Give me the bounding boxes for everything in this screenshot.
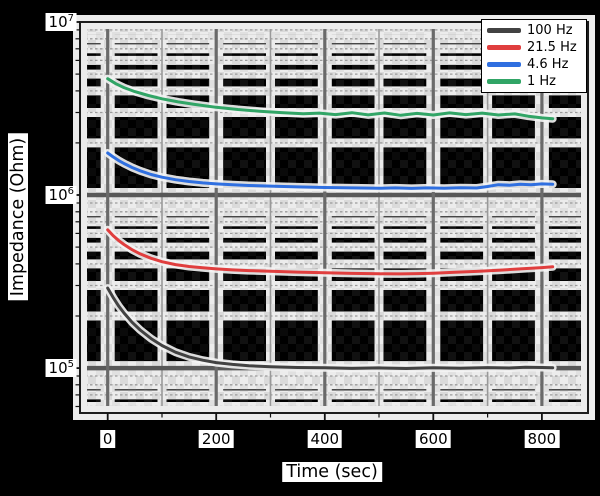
- y-tick-label: 106: [45, 186, 77, 205]
- legend-label: 100 Hz: [527, 23, 573, 38]
- legend-item[interactable]: 21.5 Hz: [487, 40, 581, 55]
- legend-item[interactable]: 100 Hz: [487, 23, 581, 38]
- y-tick-label: 107: [45, 13, 77, 31]
- x-tick-label: 200: [198, 430, 234, 448]
- legend-label: 21.5 Hz: [527, 40, 577, 55]
- legend-swatch-100-hz: [487, 28, 521, 33]
- legend-swatch-4-6-hz: [487, 62, 521, 67]
- x-tick-label: 0: [99, 430, 116, 448]
- legend-label: 1 Hz: [527, 74, 557, 89]
- x-tick-label: 400: [307, 430, 343, 448]
- y-axis-title: Impedance (Ohm): [8, 133, 28, 301]
- x-tick-label: 600: [415, 430, 451, 448]
- legend-swatch-21-5-hz: [487, 45, 521, 50]
- y-tick-label: 105: [45, 359, 77, 378]
- legend-item[interactable]: 1 Hz: [487, 74, 581, 89]
- legend-item[interactable]: 4.6 Hz: [487, 57, 581, 72]
- legend-label: 4.6 Hz: [527, 57, 569, 72]
- legend: 100 Hz 21.5 Hz 4.6 Hz 1 Hz: [481, 19, 587, 93]
- legend-swatch-1-hz: [487, 79, 521, 84]
- x-tick-label: 800: [524, 430, 560, 448]
- x-axis-title: Time (sec): [282, 462, 382, 482]
